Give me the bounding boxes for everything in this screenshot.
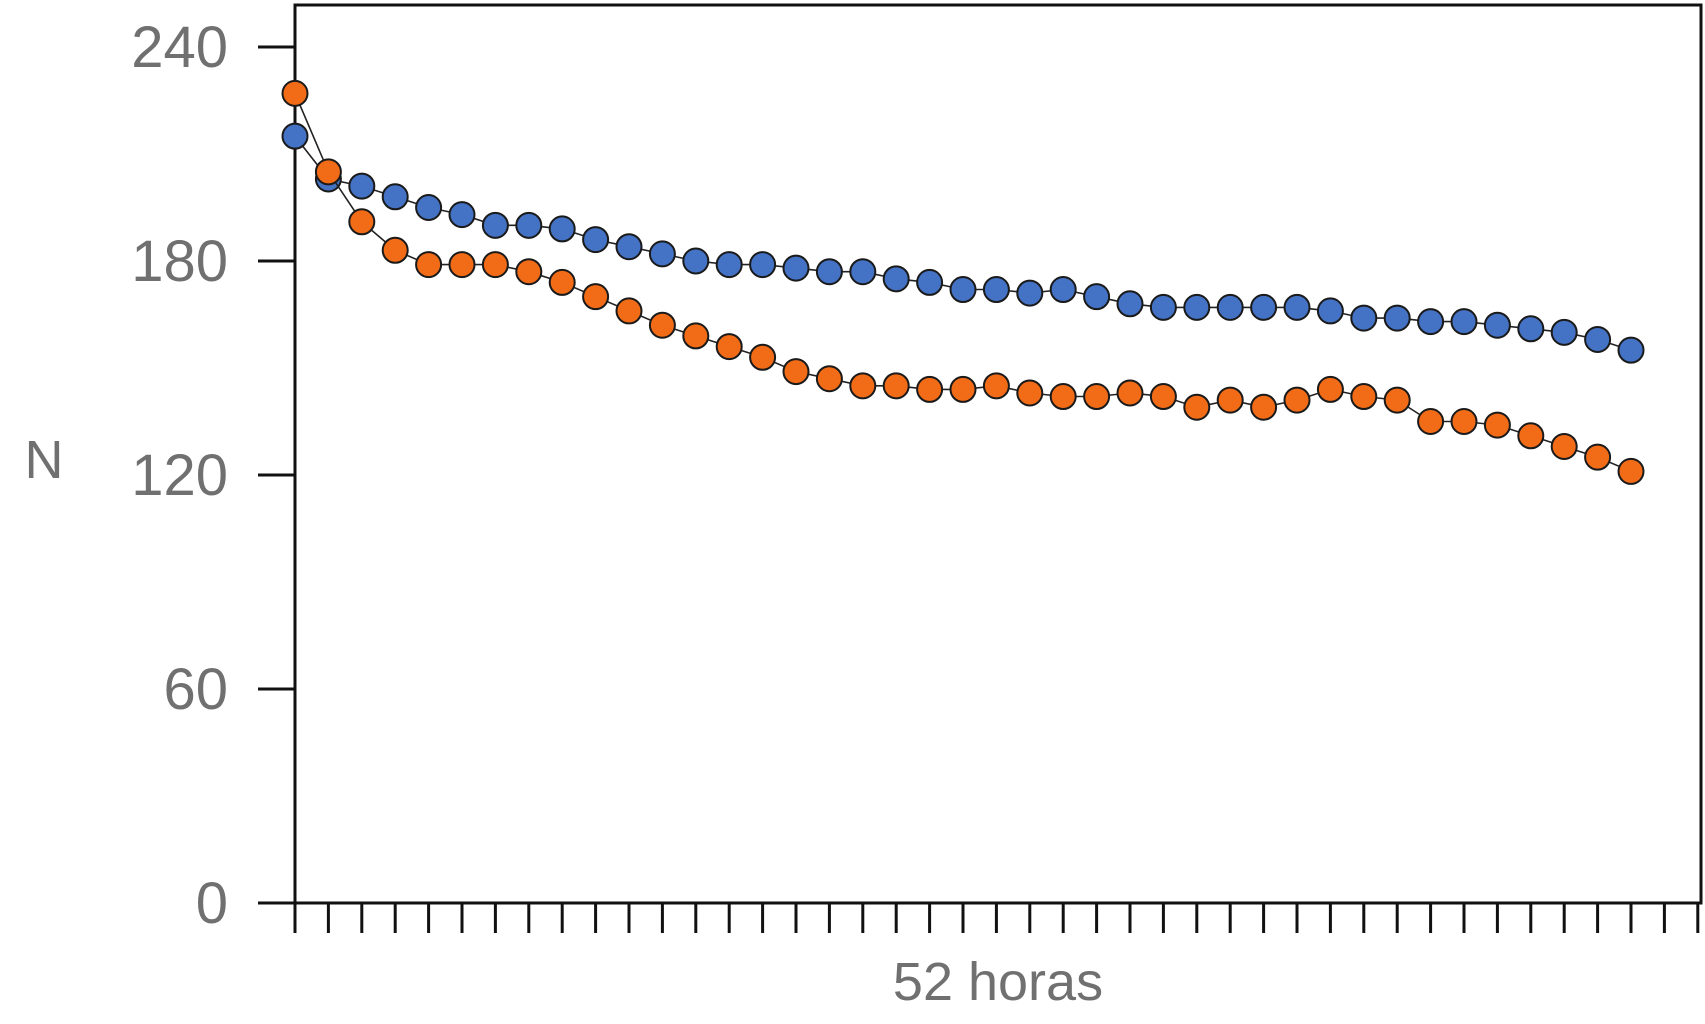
data-point — [348, 172, 376, 200]
data-point — [1550, 432, 1578, 460]
data-point — [1083, 283, 1111, 311]
data-point — [849, 372, 877, 400]
data-point — [1149, 293, 1177, 321]
data-point — [615, 233, 643, 261]
data-point — [1116, 379, 1144, 407]
data-point — [1250, 293, 1278, 321]
data-point — [415, 194, 443, 221]
data-point — [715, 333, 743, 361]
data-point — [815, 258, 843, 286]
data-point — [1483, 311, 1511, 339]
y-axis-label: N — [25, 430, 64, 490]
plot-frame — [293, 3, 1703, 905]
data-point — [1183, 293, 1211, 321]
data-point — [515, 258, 543, 286]
series-2 — [281, 79, 1645, 485]
data-point — [949, 276, 977, 304]
plot-border — [293, 3, 1703, 905]
data-point — [281, 79, 309, 107]
data-point — [582, 226, 610, 254]
data-point — [1149, 383, 1177, 411]
data-point — [481, 211, 509, 239]
data-point — [1250, 393, 1278, 421]
data-point — [1316, 297, 1344, 325]
data-point — [949, 375, 977, 403]
x-axis — [293, 903, 1700, 933]
data-point — [1216, 293, 1244, 321]
data-point — [982, 372, 1010, 400]
data-point — [314, 158, 342, 186]
data-point — [916, 268, 944, 296]
data-point — [348, 208, 376, 236]
data-point — [481, 251, 509, 279]
data-point — [1083, 383, 1111, 411]
data-point — [1016, 279, 1044, 307]
data-point — [1584, 325, 1612, 353]
data-point — [548, 268, 576, 296]
data-point — [1049, 276, 1077, 304]
data-point — [1450, 308, 1478, 336]
data-point — [1483, 411, 1511, 439]
data-point — [1350, 304, 1378, 332]
data-point — [1517, 315, 1545, 343]
data-point — [415, 251, 443, 279]
data-point — [715, 251, 743, 279]
data-point — [1617, 457, 1645, 485]
series-1 — [281, 122, 1645, 364]
data-point — [1417, 408, 1445, 435]
data-point — [1517, 422, 1545, 450]
data-point — [1283, 386, 1311, 414]
data-point — [1450, 408, 1478, 435]
data-point — [1016, 379, 1044, 407]
data-point — [749, 251, 777, 279]
data-point — [648, 240, 676, 268]
data-point — [1584, 443, 1612, 471]
data-point — [782, 358, 810, 386]
data-point — [515, 211, 543, 239]
y-tick-label: 60 — [163, 657, 228, 722]
data-point — [1383, 386, 1411, 414]
y-tick-label: 240 — [131, 15, 228, 80]
y-tick-label: 180 — [131, 229, 228, 294]
data-point — [682, 322, 710, 350]
data-point — [281, 122, 309, 150]
data-point — [615, 297, 643, 325]
data-point — [448, 251, 476, 279]
y-axis: 0 60 120 180 240 — [131, 15, 295, 936]
data-point — [749, 343, 777, 371]
data-point — [1316, 375, 1344, 403]
data-point — [1216, 386, 1244, 414]
data-point — [1283, 293, 1311, 321]
data-point — [1617, 336, 1645, 364]
data-point — [1383, 304, 1411, 332]
data-point — [815, 365, 843, 393]
series-layer — [281, 79, 1645, 485]
data-point — [648, 311, 676, 339]
data-point — [448, 201, 476, 229]
data-point — [1183, 393, 1211, 421]
data-point — [1049, 383, 1077, 411]
x-axis-label: 52 horas — [893, 952, 1103, 1012]
data-point — [548, 215, 576, 243]
y-tick-label: 0 — [196, 871, 228, 936]
data-point — [882, 265, 910, 293]
data-point — [1116, 290, 1144, 318]
data-point — [682, 247, 710, 275]
data-point — [381, 236, 409, 264]
data-point — [782, 254, 810, 282]
data-point — [982, 276, 1010, 304]
data-point — [582, 283, 610, 311]
data-point — [1417, 308, 1445, 336]
data-point — [381, 183, 409, 211]
data-point — [882, 372, 910, 400]
data-point — [1550, 318, 1578, 346]
y-tick-label: 120 — [131, 443, 228, 508]
data-point — [916, 375, 944, 403]
data-point — [849, 258, 877, 286]
data-point — [1350, 383, 1378, 411]
